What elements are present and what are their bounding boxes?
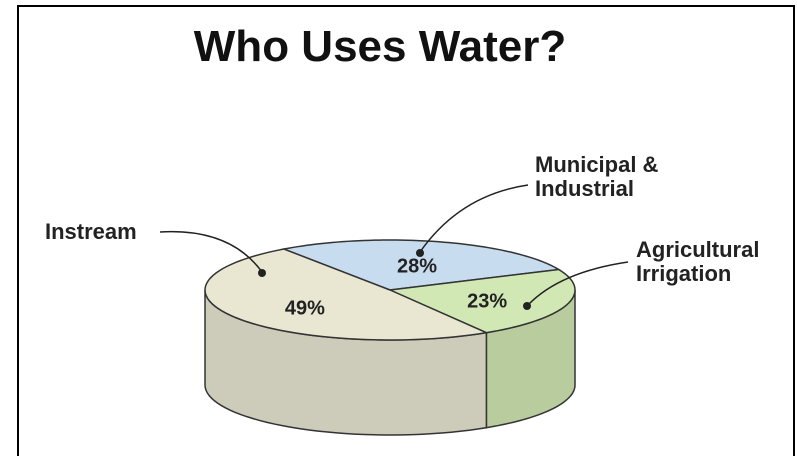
- leader-line: [527, 261, 629, 306]
- leader-dot: [416, 249, 424, 257]
- leader-dot: [523, 302, 531, 310]
- pie: [204, 239, 576, 436]
- value-label: 28%: [397, 255, 438, 278]
- leader-line: [159, 230, 263, 273]
- value-label: 23%: [467, 290, 508, 313]
- frame: [17, 5, 795, 456]
- leader-dot: [258, 269, 266, 277]
- category-label: Agricultural Irrigation: [636, 237, 760, 286]
- slice: [387, 268, 576, 334]
- leader-line: [419, 184, 529, 253]
- chart-title: Who Uses Water?: [193, 22, 567, 71]
- category-label: Instream: [45, 219, 137, 244]
- value-label: 49%: [284, 297, 325, 320]
- slice: [204, 248, 490, 341]
- category-label: Municipal & Industrial: [535, 152, 659, 201]
